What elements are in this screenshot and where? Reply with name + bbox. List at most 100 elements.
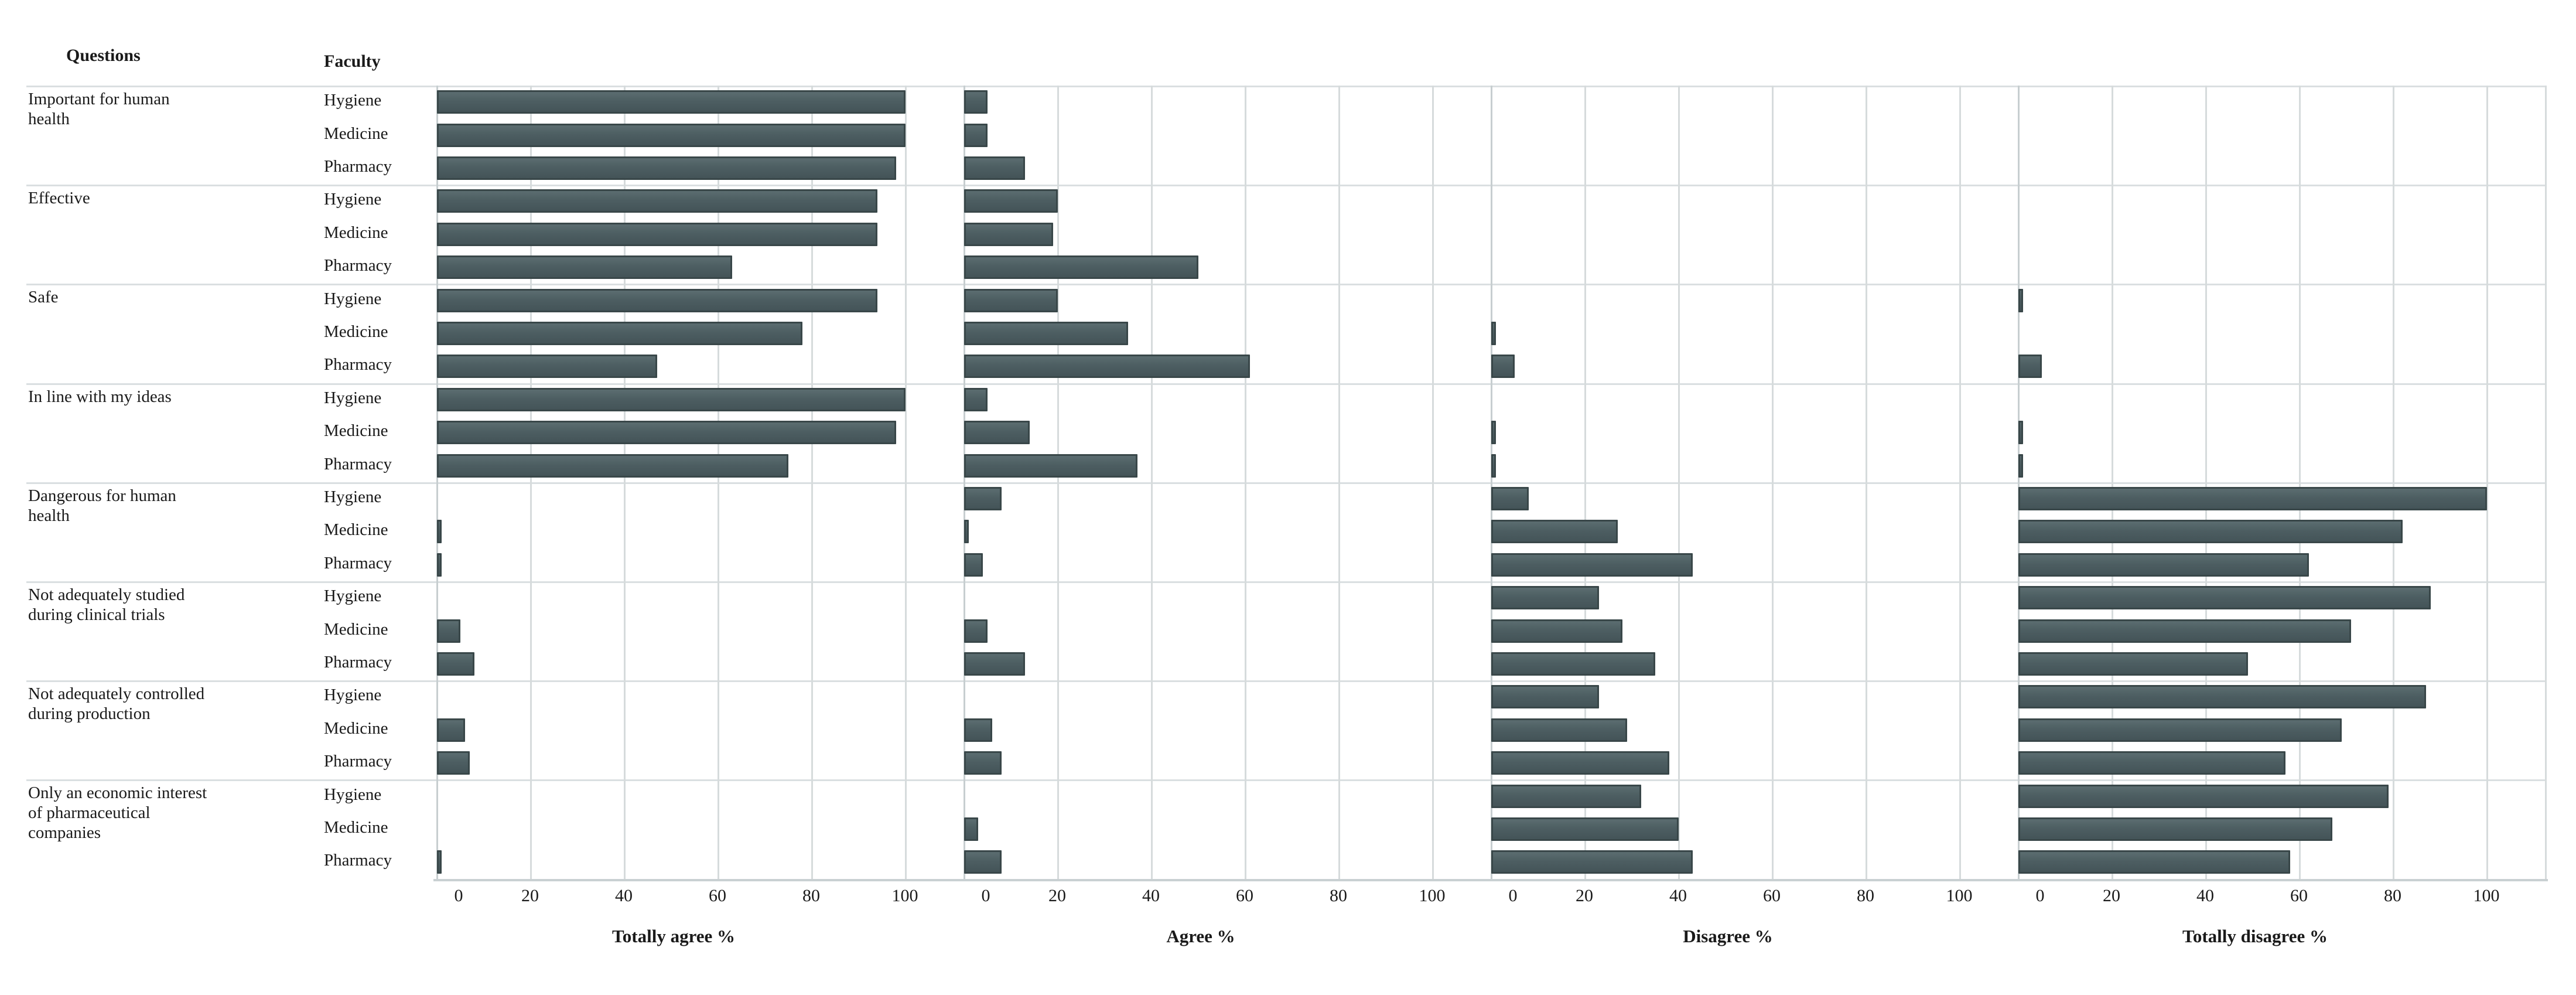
gridline bbox=[1432, 86, 1434, 879]
bar-disagree-q7-pharmacy bbox=[1491, 751, 1669, 775]
group-separator-line bbox=[26, 284, 2545, 286]
questions-column-header: Questions bbox=[66, 46, 141, 65]
axis-tick-label: 100 bbox=[2473, 885, 2500, 905]
bar-totallydisagree-q4-medicine bbox=[2018, 421, 2023, 445]
bar-totallyagree-q6-pharmacy bbox=[437, 652, 474, 676]
gridline bbox=[1959, 86, 1961, 879]
bar-disagree-q4-pharmacy bbox=[1491, 454, 1496, 478]
bar-totallyagree-q2-medicine bbox=[437, 222, 877, 246]
faculty-label: Pharmacy bbox=[324, 752, 392, 771]
panel-edge-line bbox=[1491, 86, 1492, 879]
bar-totallydisagree-q3-pharmacy bbox=[2018, 355, 2042, 379]
bar-totallyagree-q3-medicine bbox=[437, 322, 802, 345]
bar-disagree-q5-pharmacy bbox=[1491, 553, 1693, 577]
gridline bbox=[811, 86, 813, 879]
question-label: Dangerous for human health bbox=[28, 486, 176, 525]
gridline bbox=[1151, 86, 1153, 879]
axis-tick-label: 20 bbox=[2103, 885, 2120, 905]
bar-disagree-q8-medicine bbox=[1491, 817, 1679, 841]
faculty-label: Medicine bbox=[324, 124, 388, 143]
bar-disagree-q6-medicine bbox=[1491, 619, 1622, 643]
bar-agree-q8-medicine bbox=[964, 817, 978, 841]
question-label: Not adequately studied during clinical t… bbox=[28, 585, 185, 624]
bar-totallydisagree-q5-pharmacy bbox=[2018, 553, 2309, 577]
axis-tick-label: 100 bbox=[1419, 885, 1446, 905]
bar-totallydisagree-q5-hygiene bbox=[2018, 487, 2487, 510]
bar-disagree-q4-medicine bbox=[1491, 421, 1496, 445]
axis-tick-label: 40 bbox=[615, 885, 633, 905]
axis-tick-label: 100 bbox=[891, 885, 918, 905]
group-separator-line bbox=[26, 185, 2545, 187]
group-separator-line bbox=[26, 581, 2545, 583]
axis-tick-label: 40 bbox=[1669, 885, 1687, 905]
bar-totallyagree-q8-pharmacy bbox=[437, 850, 442, 874]
panel-edge-line bbox=[964, 86, 965, 879]
faculty-label: Medicine bbox=[324, 322, 388, 341]
faculty-label: Hygiene bbox=[324, 785, 382, 804]
bar-totallydisagree-q7-medicine bbox=[2018, 718, 2342, 742]
gridline bbox=[1866, 86, 1867, 879]
gridline bbox=[2486, 86, 2488, 879]
axis-tick-label: 80 bbox=[802, 885, 820, 905]
axis-tick-label: 100 bbox=[1946, 885, 1973, 905]
faculty-label: Hygiene bbox=[324, 190, 382, 209]
bar-agree-q6-medicine bbox=[964, 619, 988, 643]
faculty-label: Medicine bbox=[324, 520, 388, 540]
bar-agree-q6-pharmacy bbox=[964, 652, 1025, 676]
gridline bbox=[624, 86, 626, 879]
bar-disagree-q7-medicine bbox=[1491, 718, 1627, 742]
bar-agree-q5-hygiene bbox=[964, 487, 1002, 510]
bar-totallydisagree-q6-medicine bbox=[2018, 619, 2351, 643]
bar-agree-q8-pharmacy bbox=[964, 850, 1002, 874]
axis-tick-label: 20 bbox=[1048, 885, 1066, 905]
bar-totallyagree-q2-hygiene bbox=[437, 189, 877, 213]
gridline bbox=[1338, 86, 1340, 879]
bar-totallyagree-q4-medicine bbox=[437, 421, 896, 445]
bar-disagree-q8-pharmacy bbox=[1491, 850, 1693, 874]
faculty-label: Hygiene bbox=[324, 488, 382, 506]
axis-tick-label: 0 bbox=[2035, 885, 2045, 905]
bar-agree-q5-pharmacy bbox=[964, 553, 983, 577]
bar-totallydisagree-q8-hygiene bbox=[2018, 784, 2389, 808]
gridline bbox=[718, 86, 719, 879]
axis-tick-label: 60 bbox=[709, 885, 726, 905]
faculty-label: Hygiene bbox=[324, 388, 382, 407]
axis-tick-label: 20 bbox=[1576, 885, 1593, 905]
gridline bbox=[1245, 86, 1246, 879]
bar-disagree-q6-pharmacy bbox=[1491, 652, 1655, 676]
faculty-label: Medicine bbox=[324, 223, 388, 242]
bar-agree-q3-medicine bbox=[964, 322, 1128, 345]
faculty-label: Medicine bbox=[324, 619, 388, 639]
panel-title: Totally agree % bbox=[611, 925, 736, 946]
gridline bbox=[1678, 86, 1680, 879]
bar-totallyagree-q3-hygiene bbox=[437, 288, 877, 312]
bar-totallyagree-q5-medicine bbox=[437, 520, 442, 544]
faculty-label: Pharmacy bbox=[324, 553, 392, 573]
bar-totallyagree-q1-medicine bbox=[437, 123, 906, 147]
faculty-label: Pharmacy bbox=[324, 355, 392, 374]
bar-totallyagree-q6-medicine bbox=[437, 619, 460, 643]
bar-totallydisagree-q4-pharmacy bbox=[2018, 454, 2023, 478]
bar-agree-q7-pharmacy bbox=[964, 751, 1002, 775]
bar-agree-q3-hygiene bbox=[964, 288, 1058, 312]
bar-agree-q4-pharmacy bbox=[964, 454, 1137, 478]
question-label: Effective bbox=[28, 189, 90, 208]
bar-disagree-q8-hygiene bbox=[1491, 784, 1641, 808]
panel-title: Totally disagree % bbox=[2182, 925, 2328, 946]
axis-tick-label: 40 bbox=[1142, 885, 1160, 905]
question-label: Important for human health bbox=[28, 90, 170, 128]
faculty-label: Medicine bbox=[324, 421, 388, 441]
gridline bbox=[1057, 86, 1059, 879]
bar-agree-q4-medicine bbox=[964, 421, 1030, 445]
axis-tick-label: 60 bbox=[1763, 885, 1781, 905]
bar-totallyagree-q4-pharmacy bbox=[437, 454, 788, 478]
bar-totallyagree-q4-hygiene bbox=[437, 387, 906, 411]
bar-totallydisagree-q6-hygiene bbox=[2018, 586, 2431, 610]
group-separator-line bbox=[26, 779, 2545, 782]
faculty-label: Medicine bbox=[324, 818, 388, 837]
group-separator-line bbox=[26, 383, 2545, 385]
faculty-label: Pharmacy bbox=[324, 851, 392, 870]
bar-totallydisagree-q7-pharmacy bbox=[2018, 751, 2285, 775]
faculty-label: Hygiene bbox=[324, 289, 382, 308]
